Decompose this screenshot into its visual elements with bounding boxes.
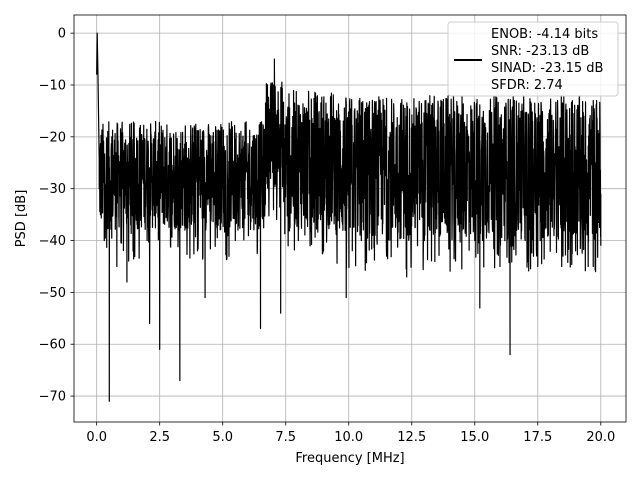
x-tick-label: 17.5 [523,430,552,445]
y-tick-label: −70 [39,390,66,405]
y-tick-label: −40 [39,234,66,249]
legend-entry-text: SFDR: 2.74 [491,78,563,93]
y-tick-label: −50 [39,286,66,301]
y-tick-label: −60 [39,338,66,353]
series-group [96,32,602,402]
x-tick-label: 10.0 [334,430,363,445]
plot-frame [73,14,627,423]
x-tick-label: 12.5 [397,430,426,445]
y-tick-label: −30 [39,182,66,197]
x-axis-label: Frequency [MHz] [295,451,404,466]
y-tick-label: 0 [58,27,66,42]
y-tick-label: −10 [39,78,66,93]
y-tick-label: −20 [39,130,66,145]
y-axis-label: PSD [dB] [14,190,29,248]
legend-entry-text: SNR: -23.13 dB [491,44,589,59]
axes-frame [73,14,627,423]
y-axis-ticks: 0 −10 −20 −30 −40 −50 −60 −70 [39,27,74,405]
legend-entry-text: SINAD: -23.15 dB [491,61,603,76]
x-axis-ticks: 0.0 2.5 5.0 7.5 10.0 12.5 15.0 17.5 20.0 [86,422,615,445]
x-tick-label: 2.5 [149,430,170,445]
legend-entry-text: ENOB: -4.14 bits [491,27,598,42]
legend-box [447,21,619,97]
x-tick-label: 20.0 [586,430,615,445]
x-tick-label: 5.0 [212,430,233,445]
series-line [96,32,602,402]
x-tick-label: 0.0 [86,430,107,445]
x-tick-label: 7.5 [275,430,296,445]
legend: ENOB: -4.14 bits SNR: -23.13 dB SINAD: -23… [447,21,619,97]
x-tick-label: 15.0 [460,430,489,445]
